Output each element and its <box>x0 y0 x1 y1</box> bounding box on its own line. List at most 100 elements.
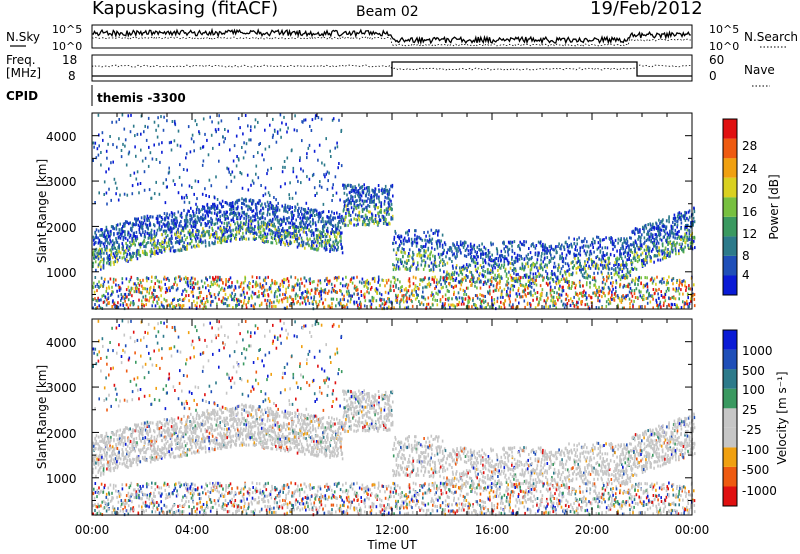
power-cell-594 <box>117 198 120 202</box>
power-cell-912 <box>130 301 132 305</box>
power-cell-8152 <box>484 280 487 284</box>
power-cell-658 <box>121 256 124 260</box>
power-cell-7790 <box>461 296 463 300</box>
power-cell-8096 <box>481 299 483 303</box>
power-cell-6682 <box>388 212 390 216</box>
power-cell-2832 <box>215 233 218 237</box>
power-cell-7142 <box>418 248 420 252</box>
power-cell-5146 <box>314 114 317 118</box>
power-cell-6994 <box>408 248 411 252</box>
power-cell-6250 <box>367 218 370 222</box>
power-cell-2828 <box>214 242 216 246</box>
power-cell-7602 <box>449 246 452 250</box>
power-cell-8036 <box>476 280 478 284</box>
power-cell-7474 <box>441 253 443 257</box>
power-cell-4742 <box>298 212 300 216</box>
power-cell-7872 <box>466 275 469 279</box>
power-cell-8758 <box>524 288 527 292</box>
power-cell-7642 <box>450 284 453 288</box>
power-cell-8530 <box>511 248 514 252</box>
power-cell-6382 <box>373 277 376 281</box>
power-cell-1576 <box>161 225 163 229</box>
power-cell-5144 <box>315 300 317 304</box>
power-cell-8690 <box>520 276 522 280</box>
power-cell-9444 <box>571 281 574 284</box>
power-cell-7562 <box>447 248 449 252</box>
power-cell-4138 <box>270 166 272 170</box>
power-cell-9374 <box>567 264 570 268</box>
power-cell-3160 <box>229 293 231 297</box>
power-cell-4046 <box>267 168 269 172</box>
power-cell-8692 <box>520 283 523 287</box>
power-cell-3170 <box>229 148 231 152</box>
power-cell-8852 <box>532 261 534 265</box>
power-cell-5234 <box>318 294 321 298</box>
power-cell-1608 <box>161 150 163 154</box>
power-cell-1578 <box>160 220 163 224</box>
power-cell-5948 <box>351 294 353 298</box>
power-cell-7796 <box>460 283 463 287</box>
power-cell-5716 <box>341 216 344 220</box>
power-cell-7288 <box>427 283 429 287</box>
power-cell-6582 <box>383 306 385 310</box>
power-cell-8396 <box>500 300 502 304</box>
power-cell-9502 <box>575 292 577 296</box>
power-cell-7402 <box>434 298 436 302</box>
power-cell-2736 <box>211 218 213 222</box>
power-cell-3100 <box>227 236 229 240</box>
power-cell-8486 <box>507 281 510 285</box>
power-cell-8656 <box>519 266 521 270</box>
power-cell-9440 <box>571 300 574 303</box>
power-cell-7070 <box>412 293 414 297</box>
power-cell-8696 <box>521 295 524 299</box>
power-cell-1308 <box>148 219 150 222</box>
power-cell-566 <box>116 223 119 227</box>
power-cell-8908 <box>535 278 537 282</box>
power-cell-8956 <box>538 272 540 276</box>
power-cell-78 <box>94 284 97 288</box>
power-cell-9086 <box>547 305 550 309</box>
power-cell-624 <box>118 255 121 259</box>
power-cell-5056 <box>311 174 314 178</box>
power-cell-4834 <box>303 212 306 216</box>
power-cell-1054 <box>136 170 139 174</box>
power-cell-5644 <box>336 277 338 280</box>
power-cell-974 <box>135 217 137 221</box>
power-cell-9202 <box>555 282 558 286</box>
power-cell-6078 <box>359 186 361 190</box>
power-cell-7322 <box>430 261 433 265</box>
power-cell-4574 <box>291 210 294 214</box>
power-cell-3560 <box>247 208 249 212</box>
power-cell-4684 <box>294 276 297 280</box>
power-cell-3348 <box>236 303 239 307</box>
power-cell-838 <box>129 252 131 256</box>
power-cell-9038 <box>544 256 546 260</box>
power-cell-7912 <box>468 300 470 304</box>
power-cell-6726 <box>390 202 393 206</box>
power-cell-860 <box>128 280 131 284</box>
power-cell-1588 <box>160 216 163 219</box>
power-cell-4814 <box>300 296 302 300</box>
power-cell-4062 <box>269 212 271 216</box>
power-cell-1880 <box>172 179 175 183</box>
power-cell-1648 <box>163 305 165 309</box>
power-cell-5936 <box>350 197 352 201</box>
power-cell-2840 <box>214 282 216 286</box>
power-cell-2220 <box>188 229 191 232</box>
power-cell-7154 <box>418 236 421 240</box>
power-cell-2154 <box>184 275 187 279</box>
power-cell-8512 <box>509 294 511 298</box>
power-cell-1852 <box>172 223 175 226</box>
power-cell-7994 <box>474 268 477 272</box>
power-cell-3088 <box>226 239 228 243</box>
power-cell-4388 <box>283 234 286 238</box>
power-cell-9792 <box>594 262 597 266</box>
power-cell-3916 <box>263 228 266 232</box>
power-cell-4478 <box>286 229 289 233</box>
power-cell-22 <box>92 265 94 268</box>
power-cell-4502 <box>287 126 289 130</box>
power-cell-8312 <box>497 259 500 263</box>
power-cell-4020 <box>266 200 269 204</box>
power-cell-4852 <box>302 216 304 220</box>
power-cell-8274 <box>493 301 496 305</box>
